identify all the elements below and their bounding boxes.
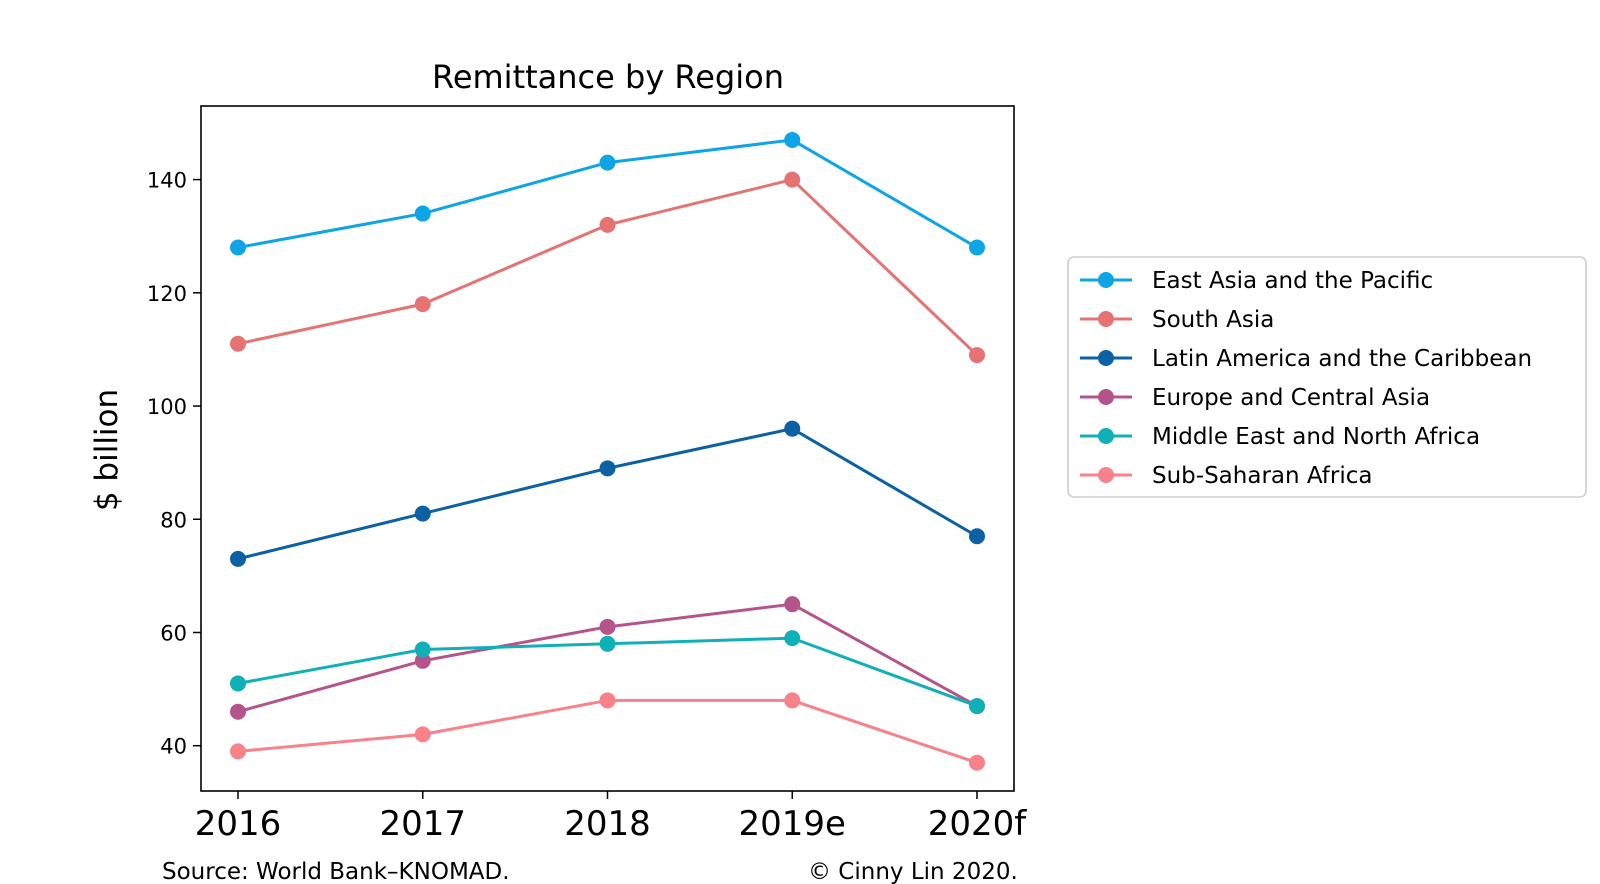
legend-swatch-marker <box>1098 311 1114 327</box>
data-point <box>784 692 801 709</box>
legend-item: Latin America and the Caribbean <box>1080 346 1532 372</box>
series-line <box>237 698 978 765</box>
y-tick-label: 80 <box>160 508 187 532</box>
x-tick-label: 2017 <box>379 804 466 844</box>
legend-frame <box>1067 256 1587 498</box>
data-point <box>230 550 246 567</box>
legend-item: East Asia and the Pacific <box>1080 268 1433 294</box>
legend-swatch-marker <box>1098 428 1114 444</box>
data-point <box>969 754 985 771</box>
data-point <box>414 652 431 669</box>
source-note: Source: World Bank–KNOMAD. <box>162 859 510 884</box>
series-middle-east-and-north-africa <box>230 630 985 715</box>
y-tick-label: 60 <box>160 621 187 645</box>
legend-label: Sub-Saharan Africa <box>1152 463 1372 489</box>
legend-label: Middle East and North Africa <box>1152 424 1480 450</box>
data-point <box>230 675 246 692</box>
x-tick-label: 2018 <box>564 804 651 844</box>
x-tick-label: 2020f <box>928 804 1028 844</box>
data-point <box>969 347 985 364</box>
data-point <box>784 131 801 148</box>
chart-title: Remittance by Region <box>432 58 784 96</box>
data-point <box>784 630 801 647</box>
data-point <box>599 216 616 233</box>
x-axis: 2016 2017 2018 2019e 2020f <box>195 791 1028 844</box>
data-point <box>414 726 431 743</box>
legend-item: Europe and Central Asia <box>1080 385 1430 411</box>
copyright-note: © Cinny Lin 2020. <box>808 859 1018 884</box>
legend-label: Europe and Central Asia <box>1152 385 1430 411</box>
data-point <box>230 743 246 760</box>
series-sub-saharan-africa <box>230 692 985 771</box>
data-point <box>784 420 801 437</box>
legend-item: Sub-Saharan Africa <box>1080 463 1372 489</box>
series-latin-america-and-the-caribbean <box>230 420 985 567</box>
data-point <box>599 618 616 635</box>
legend-swatch-marker <box>1098 389 1114 405</box>
data-point <box>414 296 431 313</box>
data-point <box>784 171 801 188</box>
data-point <box>414 641 431 658</box>
legend-swatch-marker <box>1098 350 1114 366</box>
data-point <box>599 692 616 709</box>
series-east-asia-and-the-pacific <box>230 131 985 256</box>
y-axis-label: $ billion <box>89 389 125 511</box>
x-tick-label: 2016 <box>195 804 282 844</box>
series-group <box>230 131 985 771</box>
y-tick-label: 140 <box>147 169 187 193</box>
legend-swatch-marker <box>1098 272 1114 288</box>
data-point <box>599 460 616 477</box>
data-point <box>230 239 246 256</box>
data-point <box>599 154 616 171</box>
data-point <box>230 335 246 352</box>
y-tick-label: 120 <box>147 282 187 306</box>
legend-label: East Asia and the Pacific <box>1152 268 1433 294</box>
data-point <box>969 528 985 545</box>
data-point <box>969 239 985 256</box>
data-point <box>599 635 616 652</box>
y-tick-label: 40 <box>160 735 187 759</box>
series-line <box>237 427 978 561</box>
data-point <box>230 703 246 720</box>
legend-label: Latin America and the Caribbean <box>1152 346 1532 372</box>
series-south-asia <box>230 171 985 364</box>
y-tick-label: 100 <box>147 395 187 419</box>
legend-swatch-marker <box>1098 467 1114 483</box>
data-point <box>414 505 431 522</box>
data-point <box>969 698 985 715</box>
data-point <box>784 596 801 613</box>
series-line <box>237 178 979 357</box>
legend-label: South Asia <box>1152 307 1274 333</box>
y-axis: 40 60 80 100 120 140 <box>147 169 201 759</box>
data-point <box>414 205 431 222</box>
legend-item: Middle East and North Africa <box>1080 424 1480 450</box>
x-tick-label: 2019e <box>739 804 846 844</box>
legend: East Asia and the Pacific South Asia Latin… <box>1067 256 1587 498</box>
legend-item: South Asia <box>1080 307 1274 333</box>
